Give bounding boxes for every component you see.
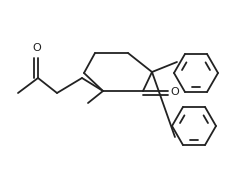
Text: O: O [33, 43, 41, 53]
Text: O: O [171, 87, 179, 97]
